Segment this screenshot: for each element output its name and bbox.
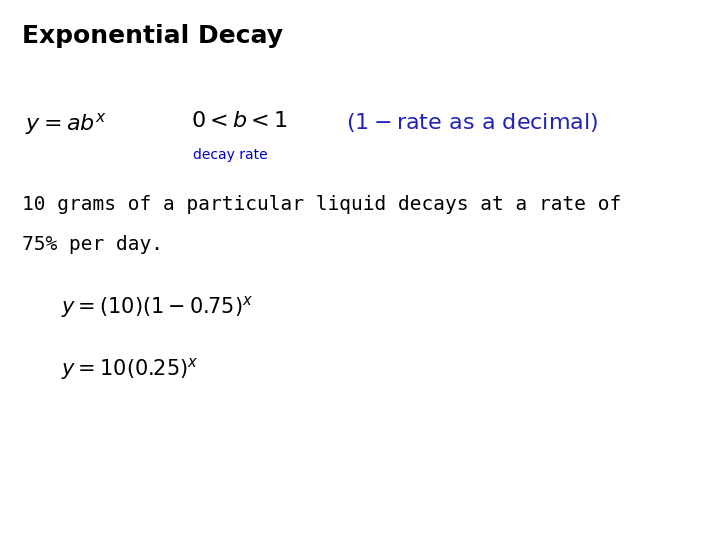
Text: Exponential Decay: Exponential Decay <box>22 24 283 48</box>
Text: $\mathregular{(}1 - \mathregular{rate\ as\ a\ decimal)}$: $\mathregular{(}1 - \mathregular{rate\ a… <box>346 111 598 134</box>
Text: $y = ab^x$: $y = ab^x$ <box>25 111 107 137</box>
Text: $y = (10)(1 - 0.75)^x$: $y = (10)(1 - 0.75)^x$ <box>61 294 253 320</box>
Text: 75% per day.: 75% per day. <box>22 235 163 254</box>
Text: decay rate: decay rate <box>193 148 268 163</box>
Text: $0 < b < 1$: $0 < b < 1$ <box>191 111 288 131</box>
Text: $y = 10(0.25)^x$: $y = 10(0.25)^x$ <box>61 356 199 382</box>
Text: 10 grams of a particular liquid decays at a rate of: 10 grams of a particular liquid decays a… <box>22 195 621 214</box>
